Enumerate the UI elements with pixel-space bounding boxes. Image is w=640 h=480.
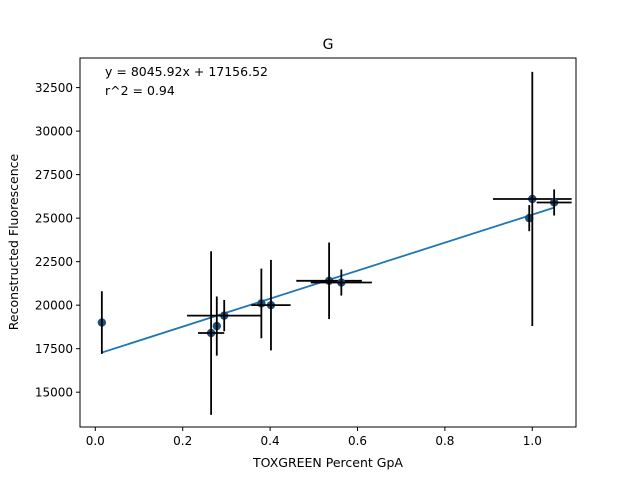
y-tick-label: 25000 [35,212,73,226]
x-tick-label: 0.2 [173,434,192,448]
y-tick-label: 30000 [35,125,73,139]
x-tick-label: 0.0 [86,434,105,448]
y-axis-label: Reconstructed Fluorescence [6,153,21,330]
y-tick-label: 20000 [35,299,73,313]
x-axis: 0.0 0.2 0.4 0.6 0.8 1.0 [86,427,542,448]
x-tick-label: 0.4 [261,434,280,448]
y-tick-label: 32500 [35,81,73,95]
plot-area [97,71,572,415]
r-squared-annotation: r^2 = 0.94 [105,83,175,98]
x-tick-label: 1.0 [523,434,542,448]
x-tick-label: 0.6 [348,434,367,448]
y-tick-label: 17500 [35,342,73,356]
chart-title: G [323,37,334,53]
fit-equation-annotation: y = 8045.92x + 17156.52 [105,64,268,79]
plot-frame [79,57,577,428]
x-tick-label: 0.8 [435,434,454,448]
y-tick-label: 15000 [35,386,73,400]
y-tick-label: 27500 [35,168,73,182]
y-tick-label: 22500 [35,255,73,269]
x-axis-label: TOXGREEN Percent GpA [252,455,403,470]
y-axis: 15000 17500 20000 22500 25000 27500 30000 32500 [35,81,80,400]
